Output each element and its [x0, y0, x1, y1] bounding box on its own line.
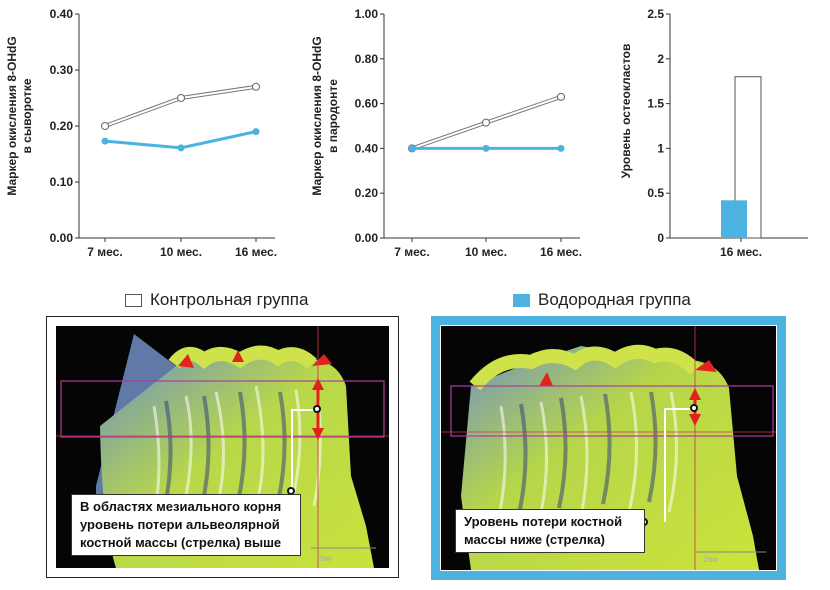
y-tick-label: 1.00	[355, 7, 379, 21]
control-panel: 2mm В областях мезиального корня уровень…	[46, 316, 399, 578]
control-callout-line-3: костной массы (стрелка) выше	[80, 535, 282, 550]
y-tick-label: 2	[657, 52, 664, 66]
control-callout-line-1: В областях мезиального корня	[80, 499, 282, 514]
x-tick-label: 16 мес.	[720, 245, 762, 259]
control-scale-label: 2mm	[317, 555, 332, 564]
control-data-point	[252, 82, 260, 91]
hydrogen-leader-vertical	[664, 408, 666, 522]
x-tick-label: 10 мес.	[465, 245, 507, 259]
y-tick-label: 0.20	[50, 119, 74, 133]
y-axis-label: Уровень остеокластов	[619, 44, 633, 179]
chart-1: 0.00 0.10 0.20 0.30 0.40 7 мес. 10 мес. 16 мес.…	[5, 7, 277, 259]
hydrogen-panel: 2mm Уровень потери костной массы ниже (с…	[431, 316, 786, 580]
y-tick-label: 0.20	[355, 186, 379, 200]
x-tick-label: 16 мес.	[235, 245, 277, 259]
hydrogen-callout-line-1: Уровень потери костной	[464, 514, 623, 529]
legend-hydrogen-swatch	[513, 293, 530, 307]
y-tick-label: 0.40	[355, 141, 379, 155]
control-series-line-inner	[104, 85, 257, 127]
chart-3: 0 0.5 1 1.5 2 2.5 16 мес. Уровень остеокластов	[619, 7, 808, 259]
x-tick-label: 10 мес.	[160, 245, 202, 259]
y-tick-label: 0.60	[355, 97, 379, 111]
hydrogen-data-point	[557, 144, 565, 152]
hydrogen-callout: Уровень потери костной массы ниже (стрел…	[455, 509, 645, 553]
hydrogen-bar-front	[721, 200, 747, 238]
y-tick-label: 0.80	[355, 52, 379, 66]
legend-control-label: Контрольная группа	[150, 290, 309, 309]
control-callout-line-2: уровень потери альвеолярной	[80, 517, 280, 532]
y-tick-label: 0	[657, 231, 664, 245]
y-axis-label: в сыворотке	[20, 78, 34, 153]
hydrogen-data-point	[252, 128, 260, 136]
control-data-point	[101, 122, 109, 130]
charts-area: 0.00 0.10 0.20 0.30 0.40 7 мес. 10 мес. 16 мес.…	[5, 7, 808, 259]
y-axis-label: в пародонте	[326, 79, 340, 153]
control-callout: В областях мезиального корня уровень пот…	[71, 494, 301, 556]
y-tick-label: 0.30	[50, 63, 74, 77]
control-data-point	[482, 118, 490, 127]
y-tick-label: 0.00	[50, 231, 74, 245]
control-data-point	[177, 94, 185, 102]
y-axis-label: Маркер окисления 8-OHdG	[5, 36, 19, 195]
control-leader-horizontal	[291, 409, 317, 411]
chart-2: 0.00 0.20 0.40 0.60 0.80 1.00 7 мес. 10 мес. 16 …	[310, 7, 582, 259]
hydrogen-data-point	[482, 144, 490, 152]
y-tick-label: 1.5	[647, 97, 664, 111]
y-tick-label: 0.5	[647, 186, 664, 200]
hydrogen-data-point	[177, 144, 185, 152]
y-tick-label: 2.5	[647, 7, 664, 21]
legend-hydrogen-label: Водородная группа	[538, 290, 691, 309]
x-tick-label: 7 мес.	[87, 245, 122, 259]
hydrogen-scale-label: 2mm	[703, 556, 718, 565]
control-data-point	[557, 92, 565, 101]
hydrogen-leader-horizontal	[664, 408, 694, 410]
control-leader-vertical	[291, 409, 293, 489]
x-tick-label: 7 мес.	[394, 245, 429, 259]
x-tick-label: 16 мес.	[540, 245, 582, 259]
legend-hydrogen: Водородная группа	[513, 290, 691, 310]
y-tick-label: 0.00	[355, 231, 379, 245]
hydrogen-callout-line-2: массы ниже (стрелка)	[464, 532, 606, 547]
control-series-line	[104, 84, 257, 128]
control-callout-dot-top	[313, 405, 321, 413]
y-tick-label: 0.40	[50, 7, 74, 21]
y-tick-label: 0.10	[50, 175, 74, 189]
legend-control-swatch	[125, 293, 142, 307]
hydrogen-callout-dot-top	[690, 404, 698, 412]
hydrogen-data-point	[408, 144, 416, 152]
legend-control: Контрольная группа	[125, 290, 308, 310]
hydrogen-data-point	[101, 137, 109, 145]
y-axis-label: Маркер окисления 8-OHdG	[310, 36, 324, 195]
y-tick-label: 1	[657, 141, 664, 155]
